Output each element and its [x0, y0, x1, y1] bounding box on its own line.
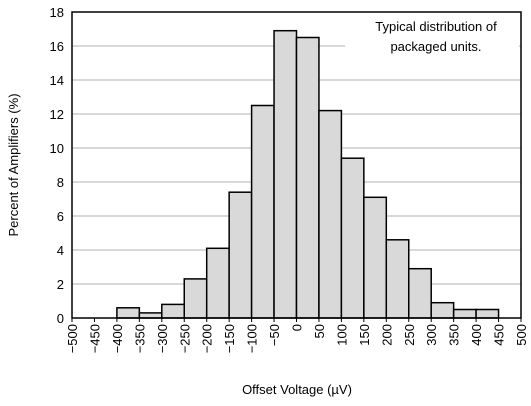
y-axis-label: Percent of Amplifiers (%) — [6, 93, 21, 236]
x-tick-label: −200 — [200, 324, 215, 353]
bar — [205, 247, 230, 319]
y-tick-label: 16 — [50, 39, 64, 54]
x-tick-label: −500 — [65, 324, 80, 353]
x-tick-label: 0 — [290, 324, 305, 331]
annotation-box — [345, 14, 519, 66]
bar — [273, 29, 298, 319]
x-axis-label: Offset Voltage (µV) — [242, 382, 352, 397]
y-tick-label: 6 — [57, 209, 64, 224]
bar — [116, 307, 141, 319]
bar — [138, 312, 163, 319]
x-tick-label: −100 — [245, 324, 260, 353]
bar — [295, 36, 320, 319]
annotation: packaged units. — [390, 39, 481, 54]
y-tick-label: 12 — [50, 107, 64, 122]
x-tick-label: −400 — [110, 324, 125, 353]
bar — [408, 267, 432, 319]
y-tick-label: 0 — [57, 311, 64, 326]
x-tick-label: −350 — [132, 324, 147, 353]
y-tick-label: 18 — [50, 5, 64, 20]
bar — [228, 191, 253, 319]
plot-frame — [71, 11, 522, 319]
y-tick-label: 14 — [50, 73, 64, 88]
bar — [183, 278, 208, 319]
bar — [475, 308, 500, 319]
x-tick-label: 200 — [379, 324, 394, 346]
x-tick-label: 300 — [424, 324, 439, 346]
bar — [318, 109, 343, 319]
x-tick-label: 400 — [469, 324, 484, 346]
x-tick-label: 350 — [447, 324, 462, 346]
y-tick-label: 4 — [57, 243, 64, 258]
annotation: Typical distribution of — [375, 19, 497, 34]
x-tick-label: 50 — [312, 324, 327, 338]
y-tick-label: 2 — [57, 277, 64, 292]
bar — [452, 308, 477, 319]
y-tick-label: 8 — [57, 175, 64, 190]
x-tick-label: 150 — [357, 324, 372, 346]
x-tick-label: 100 — [334, 324, 349, 346]
y-tick-label: 10 — [50, 141, 64, 156]
bar — [250, 104, 275, 319]
x-tick-label: 250 — [402, 324, 417, 346]
x-tick-label: −450 — [87, 324, 102, 353]
x-tick-label: 450 — [492, 324, 507, 346]
bar — [385, 239, 410, 319]
x-tick-label: −50 — [267, 324, 282, 346]
bar — [363, 196, 388, 319]
bar — [161, 303, 186, 319]
x-tick-label: −300 — [155, 324, 170, 353]
bar — [430, 301, 455, 319]
x-tick-label: −150 — [222, 324, 237, 353]
x-tick-label: 500 — [514, 324, 529, 346]
x-tick-label: −250 — [177, 324, 192, 353]
bar — [340, 157, 365, 319]
